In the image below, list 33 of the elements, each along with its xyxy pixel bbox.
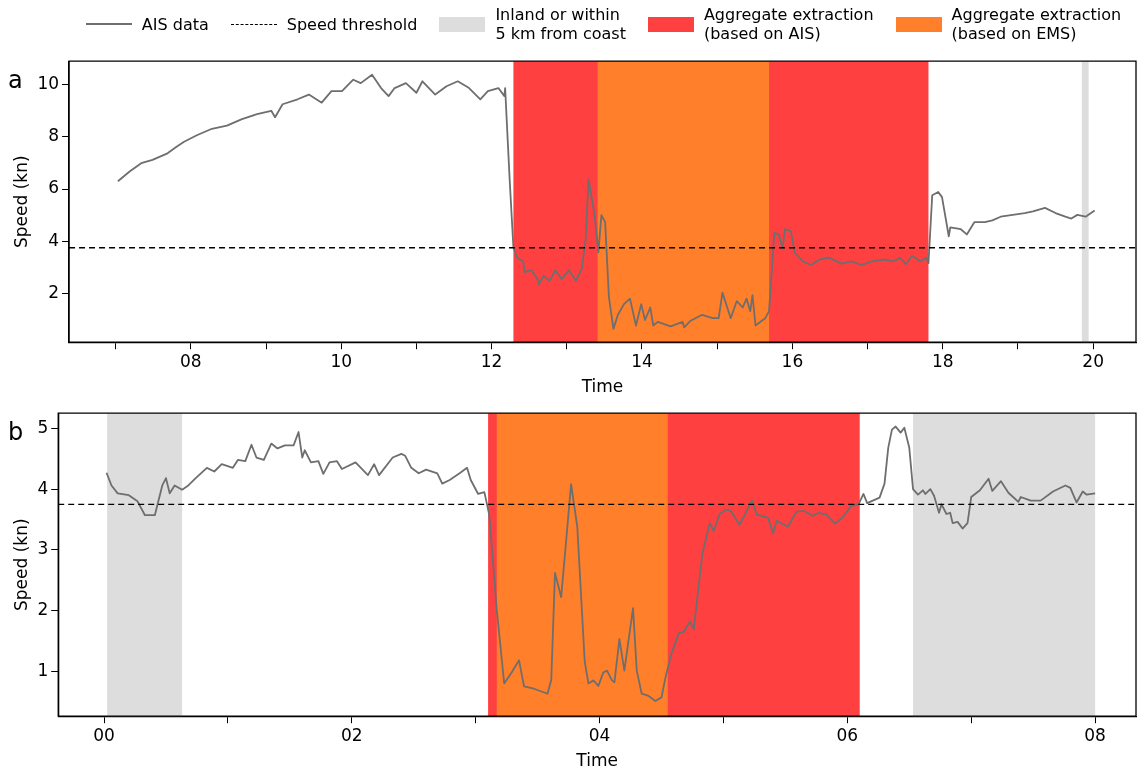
- y-tick-label: 8: [48, 125, 60, 146]
- legend-label: Inland or within 5 km from coast: [495, 5, 626, 43]
- y-axis-title: Speed (kn): [10, 518, 31, 611]
- y-tick-label: 3: [37, 538, 49, 559]
- x-tick-label: 08: [1084, 724, 1106, 745]
- y-tick-label: 2: [37, 598, 49, 619]
- text: a: [8, 66, 23, 94]
- y-tick-label: 1: [37, 659, 49, 680]
- x-tick-label: 10: [330, 350, 353, 371]
- text: b: [8, 418, 24, 446]
- legend-label: Aggregate extraction (based on EMS): [951, 5, 1122, 43]
- x-axis-title: Time: [575, 750, 618, 771]
- y-tick-label: 6: [48, 177, 60, 198]
- x-tick-label: 06: [836, 724, 859, 745]
- y-tick-label: 5: [37, 416, 49, 437]
- x-tick-label: 16: [781, 350, 804, 371]
- legend-label: AIS data: [141, 14, 209, 34]
- legend-label: Aggregate extraction (based on AIS): [703, 5, 874, 43]
- x-tick-label: 00: [93, 724, 115, 745]
- y-tick-label: 2: [48, 281, 60, 302]
- y-tick-label: 10: [37, 73, 60, 94]
- legend-label: Speed threshold: [286, 14, 418, 34]
- y-tick-label: 4: [48, 229, 60, 250]
- x-tick-label: 18: [931, 350, 954, 371]
- x-axis-title: Time: [580, 376, 624, 397]
- x-tick-label: 20: [1082, 350, 1104, 371]
- y-axis-title: Speed (kn): [10, 155, 31, 248]
- x-tick-label: 08: [180, 350, 202, 371]
- y-tick-label: 4: [37, 477, 49, 498]
- x-tick-label: 12: [480, 350, 503, 371]
- x-tick-label: 14: [631, 350, 653, 371]
- x-tick-label: 02: [341, 724, 363, 745]
- x-tick-label: 04: [588, 724, 611, 745]
